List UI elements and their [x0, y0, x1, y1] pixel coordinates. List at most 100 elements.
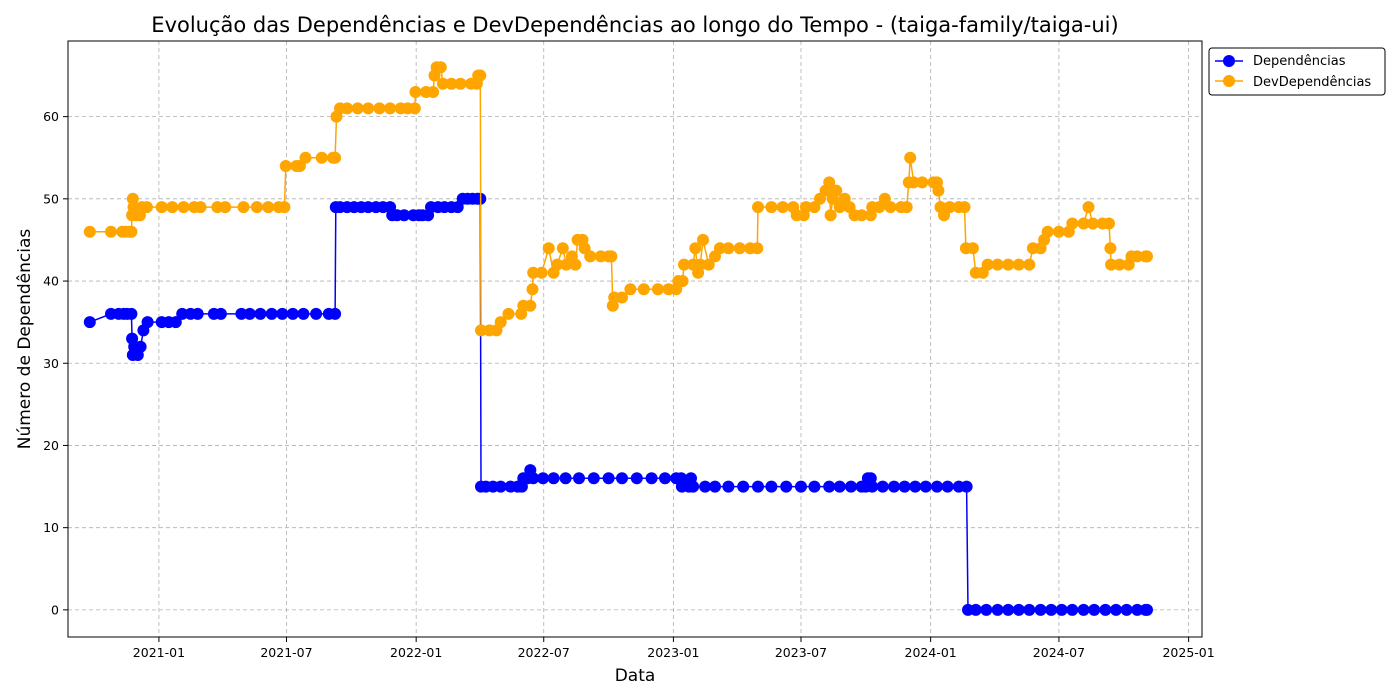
data-point [697, 233, 709, 246]
data-point [315, 151, 328, 164]
data-point [341, 102, 354, 115]
plot-area-frame [67, 40, 1203, 638]
y-tick-label: 0 [51, 602, 59, 617]
data-point [219, 201, 232, 214]
data-point [1105, 258, 1118, 271]
data-point [833, 480, 846, 493]
data-point [243, 307, 256, 320]
data-point [780, 480, 793, 493]
data-point [888, 480, 900, 493]
data-point [1131, 250, 1144, 263]
data-point [329, 307, 342, 320]
data-point [1103, 217, 1115, 230]
data-point [722, 242, 735, 255]
data-point [624, 283, 637, 296]
data-point [765, 480, 778, 493]
data-point [776, 201, 789, 214]
legend-label-dependencias: Dependências [1253, 54, 1346, 69]
data-point [855, 209, 868, 222]
data-point [1141, 250, 1153, 263]
data-point [140, 201, 153, 214]
data-point [279, 160, 292, 172]
data-point [351, 102, 364, 115]
y-tick-label: 30 [43, 356, 59, 371]
data-point [526, 283, 539, 296]
data-point [125, 307, 138, 320]
data-point [83, 225, 96, 238]
data-point [408, 102, 421, 115]
data-point [502, 307, 515, 320]
data-point [1066, 217, 1079, 230]
data-point [177, 201, 190, 214]
data-point [105, 225, 117, 238]
data-point [299, 151, 312, 164]
legend-frame [1208, 47, 1386, 96]
data-point [155, 201, 168, 214]
data-point [559, 472, 572, 485]
data-point [542, 242, 555, 255]
data-point [556, 242, 569, 255]
data-point [602, 472, 615, 485]
data-point [1041, 225, 1054, 238]
data-point [845, 480, 857, 493]
data-point [904, 151, 917, 164]
data-point [398, 209, 411, 222]
series-dependencias [83, 192, 1153, 616]
data-point [1002, 258, 1015, 271]
data-point [651, 283, 664, 296]
data-point [876, 480, 889, 493]
data-point [494, 480, 507, 493]
data-point [551, 258, 564, 271]
data-point [1082, 201, 1095, 214]
data-point [1023, 603, 1036, 616]
data-point [616, 472, 628, 485]
data-point [659, 472, 671, 485]
x-axis-label: Data [615, 666, 656, 686]
data-point [1077, 217, 1090, 230]
data-point [537, 472, 549, 485]
y-tick-label: 40 [43, 274, 59, 289]
data-point [981, 258, 994, 271]
data-point [527, 472, 540, 485]
data-point [265, 307, 278, 320]
x-tick-label: 2024-07 [1033, 645, 1085, 660]
data-point [795, 480, 807, 493]
data-point [278, 201, 291, 214]
x-axis-ticks: 2021-01 2021-07 2022-01 2022-07 2023-01 2023-… [133, 637, 1215, 660]
data-point [932, 184, 945, 197]
series-devdependencias [83, 61, 1153, 337]
data-point [474, 69, 487, 82]
data-point [722, 480, 735, 493]
data-point [824, 209, 837, 222]
data-point [384, 102, 397, 115]
data-point [1113, 258, 1126, 271]
data-point [751, 242, 764, 255]
data-point [569, 258, 582, 271]
data-point [699, 480, 712, 493]
legend-marker-dependencias [1223, 55, 1235, 67]
data-point [1099, 603, 1112, 616]
data-point [1110, 603, 1122, 616]
grid [68, 41, 1202, 637]
y-axis-ticks: 0 10 20 30 40 50 60 [43, 109, 68, 617]
data-point [823, 480, 836, 493]
data-point [250, 201, 263, 214]
data-point [900, 201, 913, 214]
data-point [676, 275, 689, 287]
data-point [866, 480, 879, 493]
x-tick-label: 2023-07 [775, 645, 827, 660]
data-point [907, 176, 920, 189]
data-point [637, 283, 650, 296]
x-tick-label: 2025-01 [1162, 645, 1214, 660]
data-point [799, 201, 812, 214]
data-point [605, 250, 618, 263]
legend-label-devdependencias: DevDependências [1253, 75, 1371, 90]
data-point [475, 324, 487, 337]
data-point [687, 480, 700, 493]
data-point [752, 480, 764, 493]
chart-title: Evolução das Dependências e DevDependênc… [151, 13, 1118, 37]
data-point [454, 77, 467, 90]
data-point [194, 201, 207, 214]
data-point [1052, 225, 1065, 238]
data-point [166, 201, 179, 214]
